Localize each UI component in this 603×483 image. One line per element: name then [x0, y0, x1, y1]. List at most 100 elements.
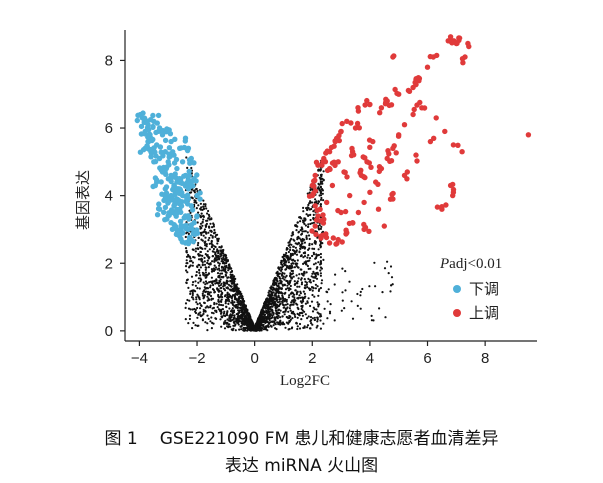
ns-point: [193, 307, 196, 311]
ns-point: [228, 319, 231, 322]
ns-point: [288, 266, 291, 269]
ns-point: [311, 310, 315, 313]
down-regulated-point: [197, 190, 203, 196]
ns-point: [220, 315, 223, 318]
ns-point: [220, 290, 223, 293]
ns-point: [236, 301, 239, 304]
ns-point: [189, 211, 192, 214]
ns-point: [217, 300, 220, 303]
down-regulated-point: [180, 230, 186, 236]
ns-point: [220, 325, 223, 328]
ns-point: [213, 269, 216, 272]
ns-point: [211, 288, 215, 291]
ns-point: [219, 318, 222, 321]
ns-point: [294, 289, 297, 292]
ns-point: [194, 280, 197, 283]
up-regulated-point: [356, 125, 362, 131]
ns-point: [197, 296, 200, 299]
ns-point: [307, 297, 310, 300]
ns-point: [268, 300, 271, 303]
legend-marker-down: [453, 285, 461, 293]
ns-point: [292, 245, 295, 248]
down-regulated-point: [178, 222, 184, 229]
up-regulated-point: [335, 207, 341, 214]
ns-point: [271, 311, 274, 314]
ns-point: [213, 231, 216, 234]
ns-point: [185, 250, 188, 253]
down-regulated-point: [190, 230, 196, 237]
up-regulated-point: [326, 240, 333, 246]
down-regulated-point: [177, 176, 183, 182]
ns-point: [202, 234, 205, 237]
ns-point: [249, 326, 252, 329]
ns-point: [384, 316, 387, 319]
ns-point: [316, 324, 319, 327]
up-regulated-point: [405, 87, 412, 94]
ns-point: [326, 317, 329, 320]
ns-point: [290, 301, 293, 304]
ns-point: [199, 222, 203, 225]
down-regulated-point: [168, 178, 174, 185]
ns-point: [271, 316, 274, 319]
ns-point: [387, 272, 390, 275]
ns-point: [313, 295, 316, 298]
ns-point: [303, 292, 306, 295]
ns-point: [279, 316, 282, 319]
down-regulated-point: [150, 112, 156, 119]
ns-point: [309, 218, 312, 222]
ns-point: [258, 319, 261, 322]
up-regulated-point: [362, 102, 368, 108]
ns-point: [316, 202, 320, 205]
x-tick-label: 2: [308, 350, 316, 367]
ns-point: [189, 264, 192, 267]
ns-point: [284, 303, 287, 306]
ns-point: [237, 312, 240, 315]
down-regulated-point: [145, 139, 151, 145]
ns-point: [319, 319, 322, 322]
ns-point: [191, 283, 194, 286]
ns-point: [266, 329, 269, 332]
legend-title: Padj<0.01: [439, 256, 502, 272]
ns-point: [193, 201, 196, 204]
ns-point: [268, 313, 271, 316]
ns-point: [316, 301, 319, 304]
ns-point: [305, 234, 308, 237]
ns-point: [222, 252, 225, 255]
ns-point: [196, 324, 199, 327]
ns-point: [291, 311, 294, 314]
up-regulated-point: [344, 174, 350, 180]
ns-point: [194, 290, 197, 293]
ns-point: [217, 252, 220, 255]
ns-point: [207, 317, 210, 320]
ns-point: [222, 285, 225, 288]
ns-point: [260, 310, 263, 313]
ns-point: [315, 271, 318, 275]
ns-point: [293, 266, 296, 269]
down-regulated-point: [182, 183, 189, 189]
ns-point: [271, 300, 274, 304]
ns-point: [389, 290, 392, 293]
ns-point: [312, 279, 315, 283]
y-tick-label: 6: [105, 120, 113, 137]
ns-point: [216, 258, 219, 261]
ns-point: [296, 259, 299, 262]
ns-point: [204, 268, 207, 271]
ns-point: [195, 270, 198, 274]
ns-point: [300, 245, 303, 248]
ns-point: [194, 250, 197, 253]
ns-point: [296, 327, 299, 331]
ns-point: [278, 312, 281, 315]
ns-point: [205, 207, 208, 210]
ns-point: [304, 284, 307, 287]
ns-point: [289, 246, 292, 249]
down-regulated-point: [138, 123, 145, 130]
up-regulated-point: [312, 203, 318, 209]
ns-point: [300, 268, 303, 271]
ns-point: [289, 279, 292, 282]
ns-point: [192, 321, 195, 324]
down-regulated-point: [145, 127, 152, 133]
ns-point: [304, 218, 307, 221]
ns-point: [250, 323, 253, 326]
ns-point: [301, 296, 304, 299]
ns-point: [289, 292, 293, 295]
